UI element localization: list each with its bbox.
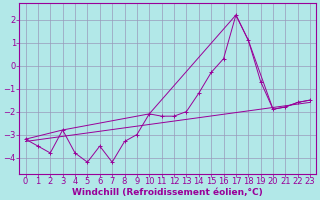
X-axis label: Windchill (Refroidissement éolien,°C): Windchill (Refroidissement éolien,°C) [72,188,263,197]
